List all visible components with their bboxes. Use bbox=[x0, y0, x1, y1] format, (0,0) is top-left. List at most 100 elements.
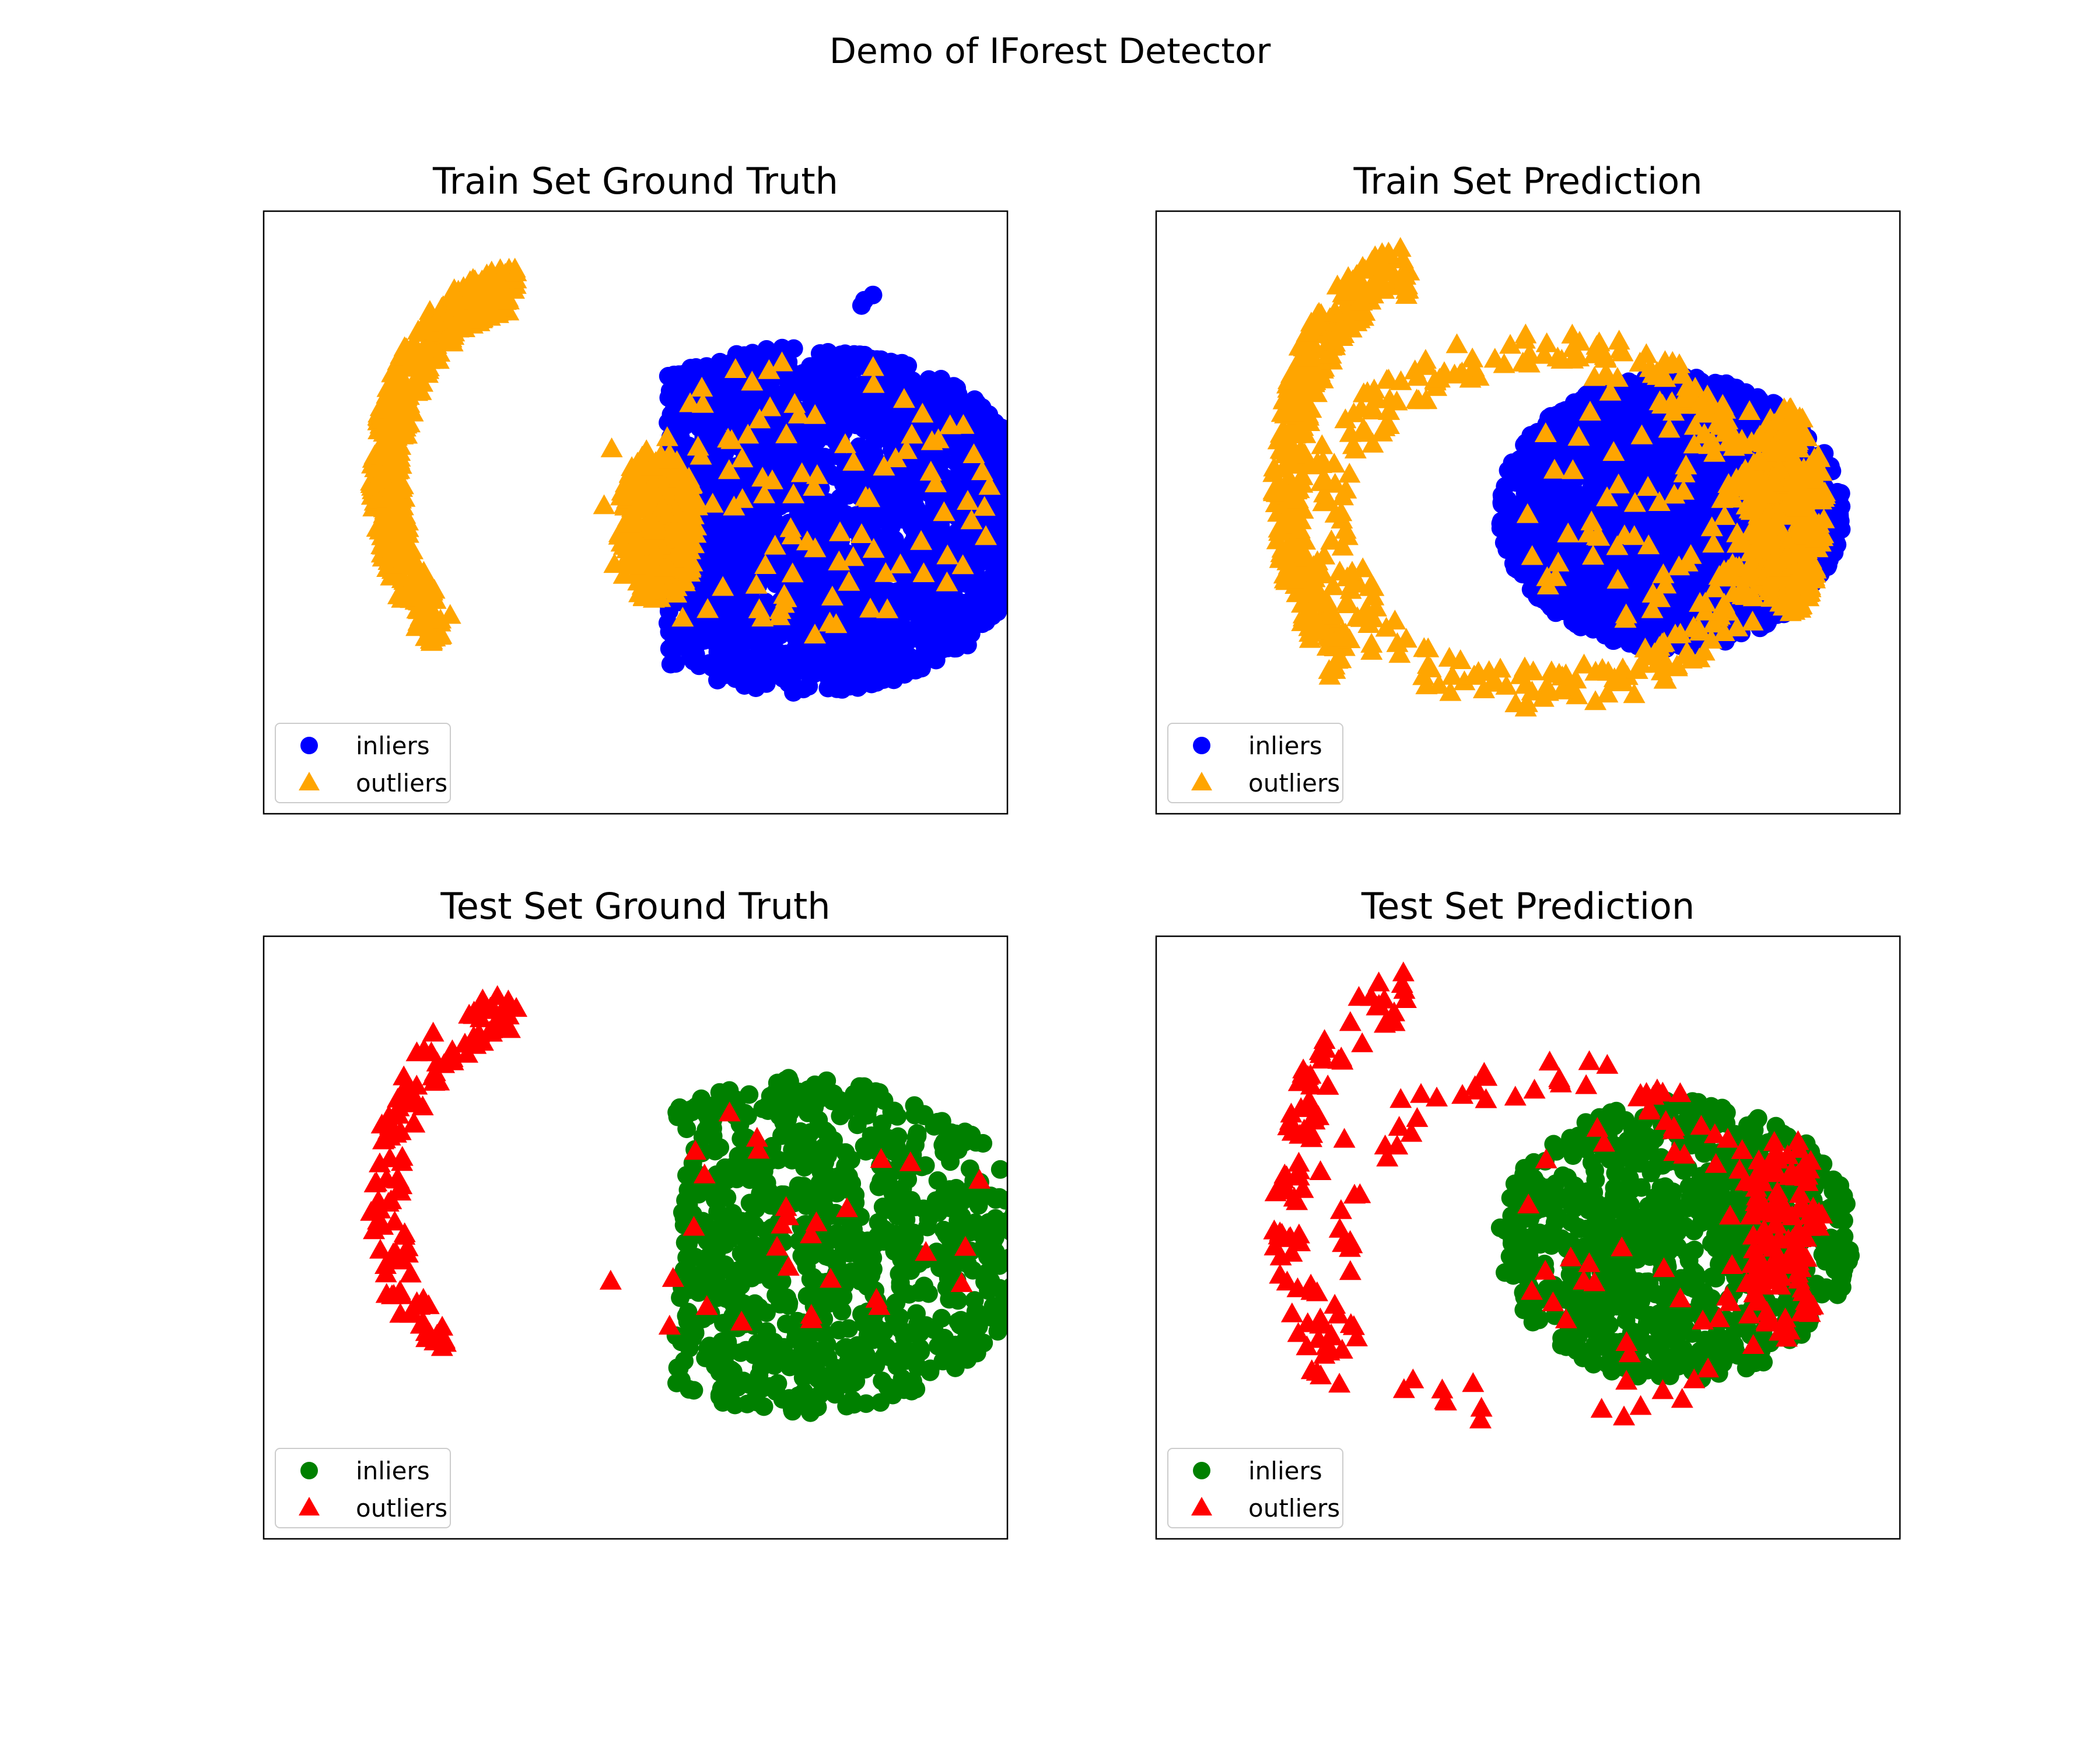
data-point bbox=[805, 512, 824, 531]
data-point bbox=[662, 405, 681, 424]
data-point bbox=[1025, 501, 1044, 519]
data-point bbox=[1023, 559, 1041, 578]
data-point bbox=[731, 580, 750, 600]
data-point bbox=[837, 352, 856, 371]
data-point bbox=[963, 443, 985, 463]
data-point bbox=[1005, 542, 1007, 554]
data-point bbox=[992, 541, 1007, 560]
series-outliers bbox=[360, 257, 1001, 651]
data-point bbox=[1014, 479, 1032, 498]
data-point bbox=[830, 398, 849, 418]
data-point bbox=[696, 598, 719, 618]
data-point bbox=[966, 405, 985, 424]
data-point bbox=[834, 433, 856, 453]
data-point bbox=[764, 534, 786, 555]
data-point bbox=[1010, 528, 1029, 547]
data-point bbox=[618, 512, 640, 533]
data-point bbox=[1029, 523, 1048, 542]
data-point bbox=[1020, 531, 1039, 550]
data-point bbox=[1018, 496, 1037, 514]
data-point bbox=[838, 570, 860, 591]
data-point bbox=[1024, 461, 1042, 480]
data-point bbox=[769, 599, 792, 620]
data-point bbox=[975, 525, 997, 545]
data-point bbox=[391, 477, 413, 497]
data-point bbox=[737, 424, 760, 444]
data-point bbox=[626, 452, 649, 472]
data-point bbox=[1008, 499, 1027, 517]
data-point bbox=[412, 561, 435, 581]
data-point bbox=[879, 364, 898, 383]
data-point bbox=[653, 556, 676, 577]
data-point bbox=[1029, 526, 1048, 545]
data-point bbox=[1011, 532, 1030, 551]
data-point bbox=[825, 613, 848, 634]
data-point bbox=[761, 469, 783, 489]
data-point bbox=[656, 426, 678, 446]
data-point bbox=[1009, 586, 1027, 604]
data-point bbox=[844, 657, 863, 677]
data-point bbox=[752, 527, 772, 546]
data-point bbox=[1006, 464, 1007, 476]
data-point bbox=[748, 408, 771, 429]
data-point bbox=[775, 423, 798, 443]
data-point bbox=[1005, 597, 1007, 608]
data-point bbox=[1011, 470, 1030, 488]
data-point bbox=[846, 506, 866, 525]
data-point bbox=[1016, 481, 1034, 500]
data-point bbox=[754, 554, 777, 574]
data-point bbox=[377, 509, 400, 529]
data-point bbox=[1033, 509, 1052, 528]
data-point bbox=[1014, 526, 1032, 545]
data-point bbox=[927, 428, 950, 449]
data-point bbox=[850, 523, 873, 543]
data-point bbox=[418, 349, 440, 369]
data-point bbox=[415, 626, 438, 646]
data-point bbox=[781, 562, 804, 583]
data-point bbox=[947, 507, 967, 526]
data-point bbox=[925, 472, 947, 492]
data-point bbox=[874, 562, 897, 582]
data-point bbox=[640, 456, 663, 476]
subplot-title: Train Set Ground Truth bbox=[432, 160, 838, 202]
data-point bbox=[1028, 492, 1046, 510]
data-point bbox=[952, 414, 975, 434]
data-point bbox=[884, 447, 907, 467]
data-point bbox=[935, 587, 954, 607]
data-point bbox=[1020, 519, 1038, 538]
data-point bbox=[496, 286, 519, 307]
data-point bbox=[862, 373, 885, 393]
data-point bbox=[395, 414, 418, 434]
data-point bbox=[750, 542, 769, 561]
data-point bbox=[622, 536, 645, 556]
data-point bbox=[1006, 488, 1007, 500]
data-point bbox=[612, 564, 635, 584]
data-point bbox=[842, 450, 865, 471]
data-point bbox=[645, 542, 668, 563]
data-point bbox=[750, 674, 769, 693]
data-point bbox=[392, 586, 415, 607]
data-point bbox=[741, 370, 764, 391]
data-point bbox=[1017, 468, 1036, 487]
data-point bbox=[380, 385, 402, 405]
data-point bbox=[665, 377, 684, 396]
data-point bbox=[821, 586, 844, 606]
data-point bbox=[643, 519, 666, 540]
data-point bbox=[725, 415, 744, 435]
data-point bbox=[1031, 515, 1049, 534]
data-point bbox=[687, 436, 709, 456]
data-point bbox=[832, 374, 852, 393]
data-point bbox=[1019, 518, 1037, 537]
data-point bbox=[1017, 495, 1035, 513]
data-point bbox=[1009, 458, 1027, 477]
data-point bbox=[635, 584, 657, 604]
data-point bbox=[801, 366, 820, 386]
data-point bbox=[867, 511, 886, 530]
data-point bbox=[971, 460, 993, 481]
data-point bbox=[1020, 472, 1038, 491]
data-point bbox=[781, 524, 804, 545]
data-point bbox=[671, 626, 690, 646]
data-point bbox=[1021, 565, 1040, 583]
data-point bbox=[1013, 536, 1031, 554]
data-point bbox=[1028, 503, 1047, 522]
